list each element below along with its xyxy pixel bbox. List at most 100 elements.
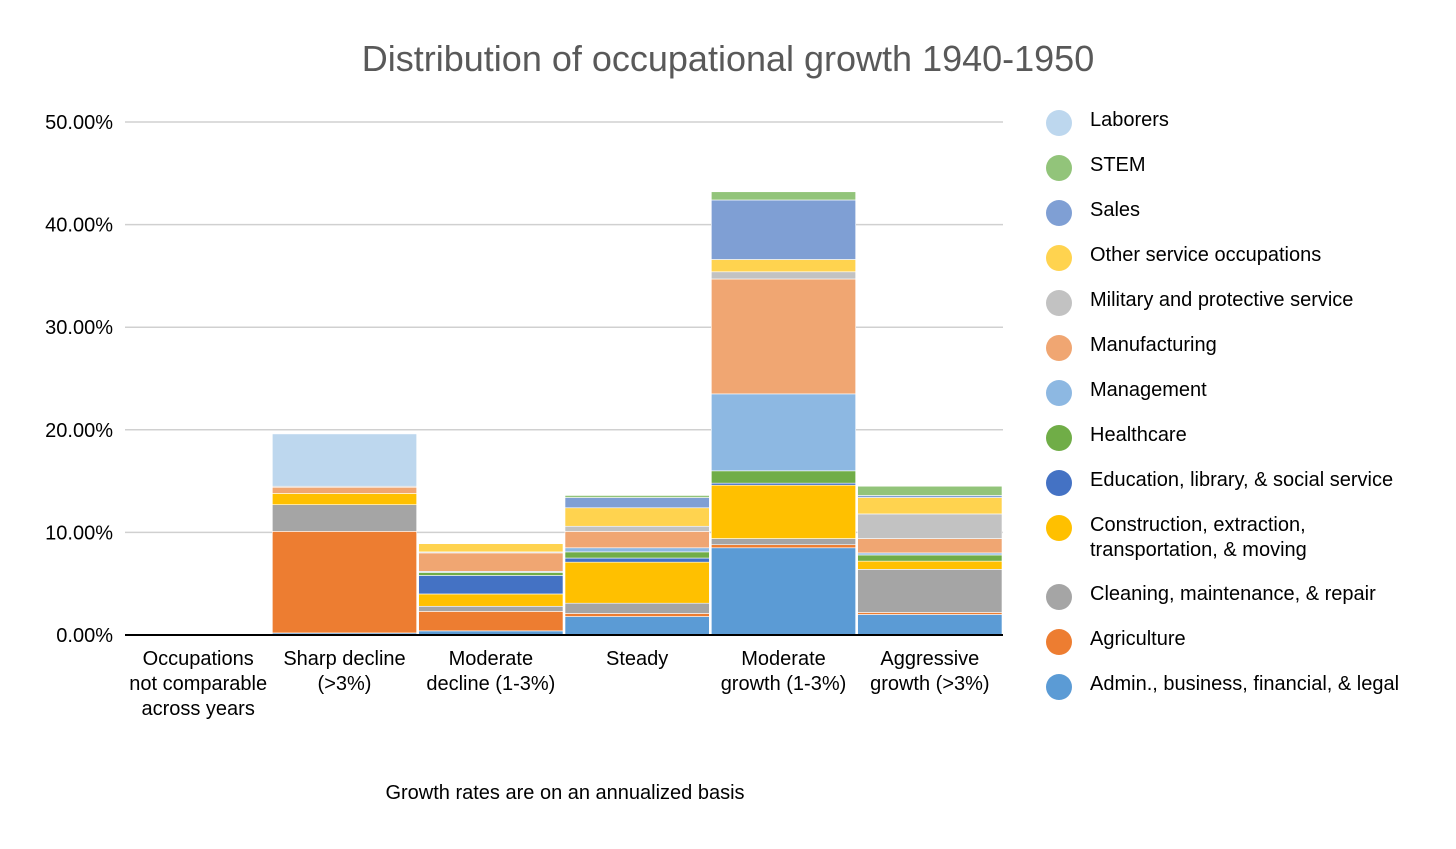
legend-label: Management bbox=[1090, 379, 1207, 401]
bar-segment bbox=[857, 614, 1003, 636]
bar-segment bbox=[857, 497, 1003, 515]
y-tick-label: 50.00% bbox=[45, 112, 113, 134]
y-axis-ticks: 0.00% 10.00% 20.00% 30.00% 40.00% 50.00% bbox=[45, 112, 113, 647]
bar-segment bbox=[711, 393, 856, 472]
bar-segment bbox=[564, 547, 710, 553]
legend-swatch bbox=[1046, 470, 1072, 496]
x-category-label: Aggressive growth (>3%) bbox=[870, 648, 990, 695]
legend-swatch bbox=[1046, 674, 1072, 700]
bar-segment bbox=[418, 552, 564, 572]
bar-segment bbox=[564, 495, 710, 498]
legend-item: Agriculture bbox=[1046, 627, 1420, 655]
bar-segment bbox=[711, 278, 856, 395]
legend-swatch bbox=[1046, 335, 1072, 361]
bar-segment bbox=[711, 259, 856, 273]
legend-item: Management bbox=[1046, 378, 1420, 406]
bar-segment bbox=[711, 484, 856, 539]
legend-swatch bbox=[1046, 110, 1072, 136]
bar-segment bbox=[857, 554, 1003, 562]
legend-label: Construction, extraction, transportation… bbox=[1090, 514, 1307, 561]
bar-segment bbox=[418, 611, 564, 632]
legend-swatch bbox=[1046, 290, 1072, 316]
legend-item: Laborers bbox=[1046, 108, 1420, 136]
bar-segment bbox=[857, 552, 1003, 556]
x-category-label: Steady bbox=[606, 648, 669, 670]
legend-label: Sales bbox=[1090, 199, 1141, 221]
bar-segment bbox=[418, 543, 564, 553]
bar-segment bbox=[857, 495, 1003, 498]
y-tick-label: 40.00% bbox=[45, 215, 113, 237]
bar-segment bbox=[272, 493, 417, 505]
legend-item: Manufacturing bbox=[1046, 333, 1420, 361]
legend-label: Admin., business, financial, & legal bbox=[1090, 673, 1400, 695]
gridlines bbox=[125, 121, 1003, 534]
bar-segment bbox=[857, 538, 1003, 554]
legend-item: Education, library, & social service bbox=[1046, 468, 1420, 496]
legend-swatch bbox=[1046, 245, 1072, 271]
bar-segment bbox=[711, 538, 856, 546]
bar-segment bbox=[418, 605, 564, 612]
bar-segment bbox=[857, 612, 1003, 615]
legend-label: Agriculture bbox=[1090, 628, 1186, 650]
bar-segment bbox=[711, 544, 856, 549]
x-category-label: Moderate growth (1-3%) bbox=[720, 648, 847, 695]
legend-item: Other service occupations bbox=[1046, 243, 1420, 271]
bar-segment bbox=[857, 513, 1003, 539]
legend-swatch bbox=[1046, 155, 1072, 181]
legend-swatch bbox=[1046, 584, 1072, 610]
bar-segment bbox=[711, 547, 856, 636]
legend-label: Other service occupations bbox=[1090, 244, 1322, 266]
x-category-label: Moderate decline (1-3%) bbox=[426, 648, 556, 695]
bar-segment bbox=[564, 616, 710, 636]
legend-item: Healthcare bbox=[1046, 423, 1420, 451]
y-tick-label: 20.00% bbox=[45, 420, 113, 442]
bar-segment bbox=[711, 271, 856, 280]
bar-segment bbox=[711, 191, 856, 201]
bar-segment bbox=[272, 531, 417, 634]
legend-label: Military and protective service bbox=[1090, 289, 1354, 311]
x-category-label: Sharp decline (>3%) bbox=[283, 648, 406, 695]
legend-swatch bbox=[1046, 200, 1072, 226]
bar-segment bbox=[418, 575, 564, 595]
legend-label: Laborers bbox=[1090, 109, 1169, 131]
bar-segment bbox=[564, 613, 710, 617]
bar-segment bbox=[272, 504, 417, 532]
legend-item: Cleaning, maintenance, & repair bbox=[1046, 582, 1420, 610]
legend-item: Construction, extraction, transportation… bbox=[1046, 513, 1420, 563]
legend-swatch bbox=[1046, 425, 1072, 451]
legend-item: Admin., business, financial, & legal bbox=[1046, 672, 1420, 700]
bar-segment bbox=[418, 593, 564, 607]
bar-segment bbox=[564, 507, 710, 527]
chart-title: Distribution of occupational growth 1940… bbox=[361, 38, 1095, 79]
y-tick-label: 30.00% bbox=[45, 317, 113, 339]
legend-swatch bbox=[1046, 515, 1072, 541]
bar-segment bbox=[564, 497, 710, 509]
y-tick-label: 10.00% bbox=[45, 522, 113, 544]
x-axis-label: Growth rates are on an annualized basis bbox=[385, 782, 745, 804]
y-tick-label: 0.00% bbox=[56, 625, 113, 647]
legend-item: Sales bbox=[1046, 198, 1420, 226]
bar-segment bbox=[857, 560, 1003, 570]
bar-segment bbox=[711, 482, 856, 486]
bar-segment bbox=[857, 485, 1003, 496]
bar-segment bbox=[711, 470, 856, 484]
legend-item: STEM bbox=[1046, 153, 1420, 181]
x-category-label: Occupations not comparable across years bbox=[129, 648, 268, 720]
legend-swatch bbox=[1046, 629, 1072, 655]
legend-label: Healthcare bbox=[1090, 424, 1187, 446]
bar-segment bbox=[564, 561, 710, 604]
legend-label: STEM bbox=[1090, 154, 1146, 176]
bar-segment bbox=[564, 557, 710, 563]
bar-segment bbox=[564, 531, 710, 549]
bar-segment bbox=[564, 525, 710, 532]
bar-segment bbox=[564, 551, 710, 559]
legend-item: Military and protective service bbox=[1046, 288, 1420, 316]
bar-segment bbox=[711, 199, 856, 260]
legend-swatch bbox=[1046, 380, 1072, 406]
legend-label: Manufacturing bbox=[1090, 334, 1217, 356]
bar-segment bbox=[272, 486, 417, 494]
bar-segment bbox=[418, 572, 564, 576]
bar-segment bbox=[564, 602, 710, 614]
legend-label: Education, library, & social service bbox=[1090, 469, 1394, 491]
